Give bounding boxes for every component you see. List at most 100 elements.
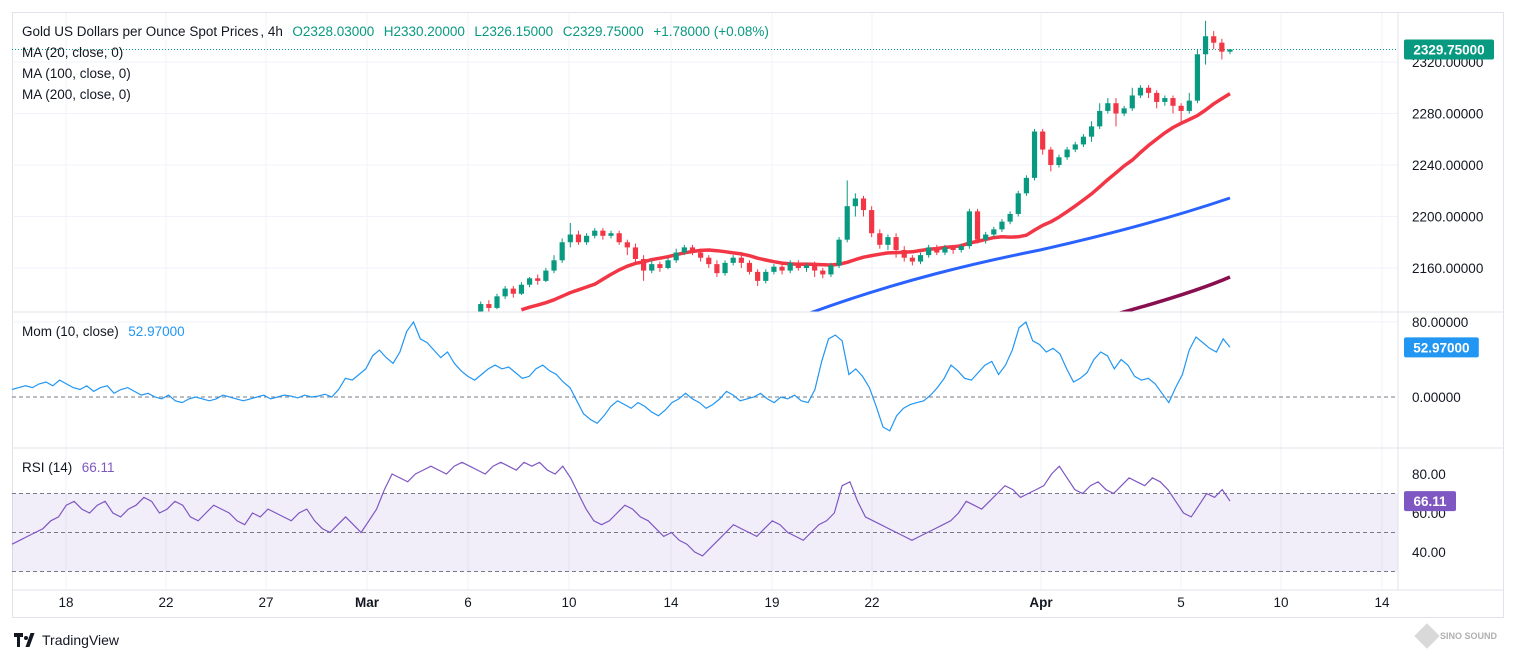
candle-body — [1162, 98, 1168, 102]
candle-body — [909, 257, 915, 262]
tradingview-logo-icon — [14, 633, 36, 647]
candle-body — [1048, 149, 1054, 165]
candle-body — [1064, 149, 1070, 158]
watermark: SINO SOUND — [1414, 623, 1498, 649]
mom-tag-bg — [1404, 337, 1479, 358]
candle-body — [950, 247, 956, 250]
candle-body — [1056, 157, 1062, 165]
candle-body — [478, 304, 484, 312]
date-axis-label: 18 — [58, 595, 73, 610]
candle-body — [673, 252, 679, 261]
candle-body — [730, 257, 736, 263]
rsi-axis-label: 80.00 — [1412, 467, 1446, 482]
ma20-line — [520, 92, 1231, 312]
change-value: +1.78000 (+0.08%) — [653, 24, 769, 39]
candle-body — [575, 234, 582, 243]
date-axis-label: 22 — [864, 595, 879, 610]
candle-body — [698, 252, 704, 258]
candle-body — [1097, 110, 1103, 127]
candle-body — [1129, 95, 1135, 109]
price-axis-label: 2200.00000 — [1412, 210, 1483, 225]
candle-body — [771, 266, 777, 272]
candle-body — [885, 237, 891, 245]
mom-line — [11, 320, 1231, 432]
ma100-legend[interactable]: MA (100, close, 0) — [22, 66, 131, 81]
candle-body — [681, 247, 687, 253]
candle-body — [1186, 100, 1192, 111]
ma100-line — [809, 196, 1231, 312]
candle-body — [966, 211, 972, 247]
date-axis-label: 10 — [561, 595, 576, 610]
candle-body — [1154, 92, 1160, 102]
mom-value: 52.97000 — [128, 324, 185, 339]
candle-body — [616, 233, 622, 243]
candle-body — [795, 262, 801, 268]
candle-body — [942, 247, 948, 253]
candle-body — [462, 322, 467, 332]
ma200-legend[interactable]: MA (200, close, 0) — [22, 87, 131, 102]
candle-body — [893, 237, 899, 250]
date-axis-label: 14 — [1374, 595, 1390, 610]
mom-legend[interactable]: Mom (10, close) 52.97000 — [22, 324, 187, 339]
candle-body — [934, 247, 940, 253]
price-tag-bg — [1404, 39, 1494, 60]
mom-tag: 52.97000 — [1413, 340, 1469, 355]
candle-body — [803, 265, 810, 268]
price-axis-label: 2160.00000 — [1412, 261, 1483, 276]
symbol-name[interactable]: Gold US Dollars per Ounce Spot Prices — [22, 24, 259, 39]
candle-body — [583, 235, 590, 243]
price-tag: 2329.75000 — [1413, 42, 1484, 57]
candle-body — [738, 257, 744, 263]
candle-body — [608, 233, 614, 236]
candle-body — [543, 270, 549, 281]
candle-body — [518, 284, 525, 294]
candle-body — [551, 260, 557, 271]
candle-body — [1040, 131, 1046, 150]
date-axis-label: 14 — [663, 595, 679, 610]
candle-body — [1219, 42, 1225, 52]
candle-body — [494, 296, 500, 308]
candle-body — [526, 278, 533, 285]
candle-body — [1105, 103, 1111, 111]
date-axis-label: 19 — [764, 595, 779, 610]
rsi-tag: 66.11 — [1413, 494, 1447, 509]
ma20-legend[interactable]: MA (20, close, 0) — [22, 45, 124, 60]
date-axis-label: 27 — [258, 595, 273, 610]
tradingview-logo[interactable]: TradingView — [14, 632, 119, 648]
candle-body — [486, 304, 492, 308]
candle-body — [665, 260, 671, 268]
watermark-text: SINO SOUND — [1440, 631, 1498, 641]
candle-body — [592, 230, 598, 236]
candle-body — [974, 211, 981, 240]
rsi-legend[interactable]: RSI (14) 66.11 — [22, 460, 117, 475]
candle-body — [706, 257, 712, 265]
candle-body — [1088, 126, 1095, 137]
candle-body — [763, 271, 769, 281]
date-axis-label: Apr — [1029, 595, 1053, 610]
candle-body — [535, 278, 541, 281]
candle-body — [787, 262, 793, 271]
candle-body — [657, 264, 663, 268]
candle-body — [624, 242, 630, 248]
candle-body — [446, 329, 451, 335]
candle-body — [510, 288, 516, 294]
high-value: H2330.20000 — [383, 24, 465, 39]
candle-body — [470, 314, 475, 322]
candle-body — [502, 288, 508, 297]
candle-body — [1194, 54, 1201, 101]
interval-label[interactable]: 4h — [267, 24, 283, 39]
candle-body — [722, 262, 728, 274]
candle-body — [779, 266, 785, 271]
price-legend: Gold US Dollars per Ounce Spot Prices, 4… — [22, 24, 769, 39]
mom-axis-label: 0.00000 — [1412, 390, 1461, 405]
candle-body — [869, 210, 875, 234]
candle-body — [746, 262, 753, 272]
date-axis-label: 22 — [158, 595, 173, 610]
candle-body — [983, 234, 989, 240]
mom-axis-label: 80.00000 — [1412, 315, 1468, 330]
candle-body — [454, 329, 459, 333]
low-value: L2326.15000 — [474, 24, 554, 39]
candle-body — [649, 264, 655, 271]
date-axis-label: Mar — [355, 595, 380, 610]
